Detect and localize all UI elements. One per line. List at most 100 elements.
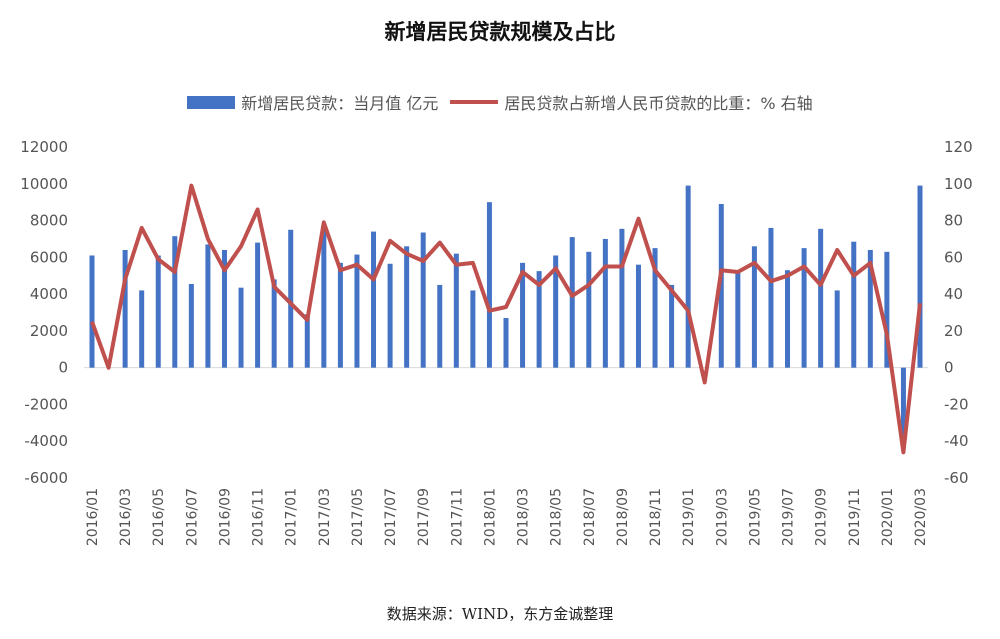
y-right-tick-label: -20 — [944, 395, 969, 413]
x-tick-label: 2017/05 — [350, 488, 366, 546]
y-right-tick-label: 0 — [944, 359, 954, 377]
bar — [205, 244, 211, 368]
x-tick-label: 2017/09 — [416, 488, 432, 546]
x-tick-label: 2016/11 — [251, 488, 267, 546]
bar — [453, 253, 459, 368]
x-tick-label: 2017/07 — [383, 488, 399, 546]
x-tick-label: 2018/01 — [482, 488, 498, 546]
bar — [669, 284, 675, 368]
x-tick-label: 2018/07 — [582, 488, 598, 546]
bar — [586, 251, 592, 368]
bar — [685, 185, 691, 368]
bar — [420, 232, 426, 368]
x-tick-label: 2017/03 — [317, 488, 333, 546]
x-tick-label: 2019/09 — [814, 488, 830, 546]
y-right-tick-label: 60 — [944, 248, 963, 266]
bar — [139, 290, 145, 368]
ratio-line — [90, 183, 922, 455]
x-tick-label: 2016/07 — [184, 488, 200, 546]
bar — [569, 237, 575, 368]
y-right-tick-label: 20 — [944, 322, 963, 340]
bar — [900, 367, 906, 436]
legend-item-bar: 新增居民贷款：当月值 亿元 — [187, 90, 438, 114]
x-tick-label: 2019/01 — [681, 488, 697, 546]
bar — [884, 251, 890, 368]
y-left-tick-label: -4000 — [24, 432, 68, 450]
x-tick-label: 2019/07 — [781, 488, 797, 546]
x-tick-label: 2016/01 — [85, 488, 101, 546]
chart-plot: -6000 -4000 -2000 0 2000 4000 6000 8000 10000 120… — [20, 138, 973, 546]
y-left-tick-label: 12000 — [20, 138, 68, 156]
x-tick-label: 2018/03 — [516, 488, 532, 546]
y-left-tick-label: -6000 — [24, 469, 68, 487]
x-tick-label: 2018/05 — [549, 488, 565, 546]
y-right-tick-label: -40 — [944, 432, 969, 450]
bar — [520, 262, 526, 368]
y-left-tick-label: 0 — [58, 359, 68, 377]
bar — [602, 238, 608, 368]
x-tick-label: 2017/11 — [449, 488, 465, 546]
bar — [768, 227, 774, 368]
bar — [122, 249, 128, 368]
y-left-tick-label: 10000 — [20, 175, 68, 193]
x-tick-label: 2017/01 — [284, 488, 300, 546]
y-left-tick-label: 4000 — [30, 285, 68, 303]
legend-item-line: 居民贷款占新增人民币贷款的比重：% 右轴 — [450, 90, 813, 114]
bar — [155, 255, 161, 368]
bar — [288, 229, 294, 368]
bar — [735, 272, 741, 368]
bar — [304, 314, 310, 368]
x-tick-label: 2016/03 — [118, 488, 134, 546]
y-right-tick-label: 100 — [944, 175, 973, 193]
y-left-tick-label: -2000 — [24, 395, 68, 413]
bar — [321, 228, 327, 368]
x-tick-label: 2018/09 — [615, 488, 631, 546]
bar — [354, 254, 360, 368]
source-note: 数据来源：WIND，东方金诚整理 — [386, 605, 614, 623]
bar — [221, 249, 227, 368]
x-tick-label: 2020/01 — [880, 488, 896, 546]
bar — [470, 290, 476, 368]
bar — [271, 279, 277, 368]
bar — [553, 255, 559, 368]
bar — [619, 228, 625, 368]
bar — [851, 241, 857, 368]
bar — [867, 249, 873, 368]
bar — [371, 231, 377, 368]
legend-bar-swatch — [187, 95, 236, 109]
bar — [255, 242, 261, 368]
x-tick-label: 2019/03 — [714, 488, 730, 546]
x-tick-label: 2019/11 — [847, 488, 863, 546]
bar — [437, 284, 443, 368]
y-left-tick-label: 6000 — [30, 248, 68, 266]
legend-line-label: 居民贷款占新增人民币贷款的比重：% 右轴 — [504, 94, 813, 113]
bar — [834, 290, 840, 368]
bar — [172, 236, 178, 368]
bar — [801, 248, 807, 368]
y-right-tick-label: 80 — [944, 212, 963, 230]
bar — [536, 271, 542, 368]
bar — [751, 246, 757, 368]
x-tick-label: 2018/11 — [648, 488, 664, 546]
bar — [652, 248, 658, 368]
bar — [337, 262, 343, 368]
y-right-tick-label: 40 — [944, 285, 963, 303]
bar — [188, 283, 194, 368]
chart-title: 新增居民贷款规模及占比 — [384, 20, 616, 44]
bar — [486, 202, 492, 368]
bar — [785, 270, 791, 368]
x-tick-label: 2016/05 — [151, 488, 167, 546]
bar — [818, 228, 824, 368]
bar — [89, 255, 95, 368]
chart-legend: 新增居民贷款：当月值 亿元 居民贷款占新增人民币贷款的比重：% 右轴 — [0, 90, 1000, 114]
y-left-tick-label: 2000 — [30, 322, 68, 340]
x-tick-label: 2019/05 — [747, 488, 763, 546]
bar — [718, 204, 724, 368]
bar — [238, 287, 244, 368]
y-right-tick-label: -60 — [944, 469, 969, 487]
y-left-tick-label: 8000 — [30, 212, 68, 230]
x-tick-label: 2016/09 — [217, 488, 233, 546]
bar — [387, 263, 393, 368]
bar — [917, 185, 923, 368]
